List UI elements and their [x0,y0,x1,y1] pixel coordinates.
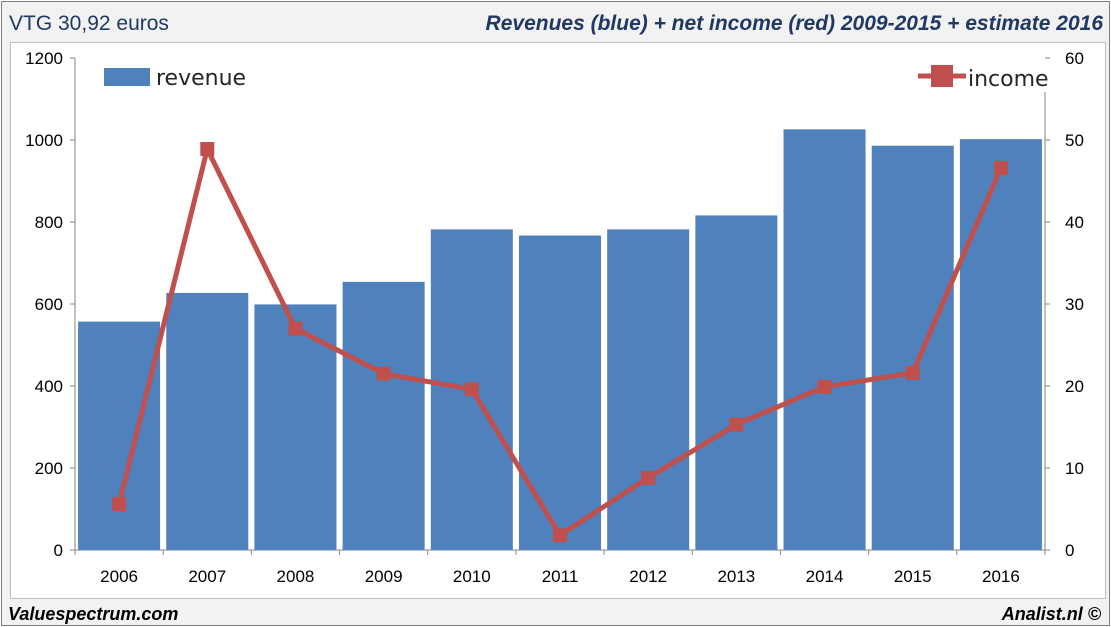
right-tick-label: 20 [1065,377,1084,396]
left-tick-label: 400 [35,377,63,396]
income-marker [464,382,479,397]
revenue-bar [959,139,1042,550]
right-tick-label: 50 [1065,131,1084,150]
legend-revenue-swatch [104,68,150,86]
left-tick-label: 200 [35,459,63,478]
x-tick-label: 2014 [806,567,844,586]
revenue-bar [78,321,161,550]
legend-revenue-label: revenue [156,66,246,91]
revenue-bar [166,292,249,550]
right-tick-label: 10 [1065,459,1084,478]
x-tick-label: 2007 [188,567,226,586]
stock-price-label: VTG 30,92 euros [9,12,169,35]
right-tick-label: 0 [1065,541,1074,560]
source-label-left: Valuespectrum.com [8,604,179,624]
x-tick-label: 2011 [542,567,579,586]
left-tick-label: 1000 [25,131,63,150]
x-tick-label: 2016 [982,567,1020,586]
legend: revenue income [104,64,1049,98]
revenue-bar [871,145,954,551]
income-marker [112,497,127,512]
income-marker [993,160,1008,175]
revenue-bar [518,235,602,550]
right-tick-label: 60 [1065,49,1084,68]
left-tick-label: 1200 [25,49,63,68]
revenue-bar [342,281,425,550]
revenue-bar [695,215,778,550]
x-tick-label: 2013 [717,567,755,586]
x-tick-label: 2012 [629,567,667,586]
income-marker [641,470,656,485]
x-tick-label: 2006 [100,567,138,586]
legend-income-label: income [968,67,1049,92]
x-tick-label: 2009 [365,567,403,586]
left-tick-label: 600 [35,295,63,314]
revenue-bar [607,229,690,550]
right-tick-label: 30 [1065,295,1084,314]
x-tick-label: 2015 [894,567,932,586]
left-tick-label: 800 [35,213,63,232]
left-tick-label: 0 [54,541,63,560]
income-marker [729,417,744,432]
revenue-bar [783,129,866,550]
source-label-right: Analist.nl © [1001,604,1101,624]
right-tick-label: 40 [1065,213,1084,232]
chart-title: Revenues (blue) + net income (red) 2009-… [485,12,1103,35]
income-marker [817,379,832,394]
x-tick-label: 2010 [453,567,491,586]
income-marker [905,365,920,380]
income-marker [288,321,303,336]
legend-income-marker [931,65,953,87]
x-tick-label: 2008 [277,567,315,586]
income-marker [553,528,567,543]
income-marker [200,142,215,157]
income-marker [376,366,391,381]
